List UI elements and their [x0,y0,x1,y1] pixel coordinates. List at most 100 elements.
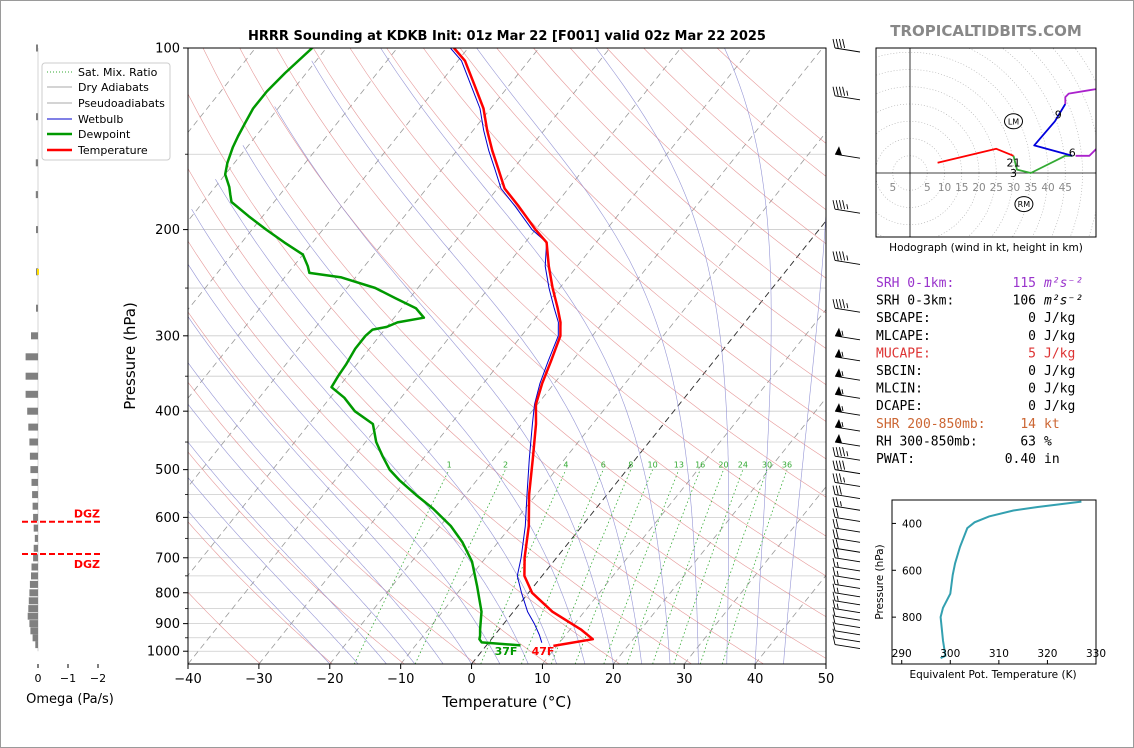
wind-barb-full [832,635,836,645]
wind-barb-full [835,485,839,495]
hodograph-caption: Hodograph (wind in kt, height in km) [889,242,1083,254]
mixing-ratio-label: 6 [601,461,606,470]
omega-bar [28,597,38,605]
wind-barb-half [841,330,844,336]
wind-barb-shaft [834,537,861,543]
dry-adiabat-line [188,591,261,664]
y-tick-label: 500 [155,463,180,478]
x-tick-label: 30 [676,672,693,687]
wind-barb-full [838,460,842,470]
wind-barb-half [841,371,844,377]
wind-barb-full [842,38,846,49]
wind-barb-full [835,497,839,507]
wind-barb-full [842,447,846,457]
dry-adiabat-line [312,48,826,537]
dry-adiabat-line [188,521,333,664]
wind-barb-full [832,508,836,518]
wind-barb-full [832,460,836,470]
mixing-ratio-label: 24 [738,461,748,470]
dry-adiabat-line [459,48,826,386]
wind-barb-full [832,575,836,585]
hodograph-ring-label: 5 [924,182,931,194]
omega-bar [27,612,38,620]
stat-unit: J/kg [1044,399,1075,414]
omega-bar [36,226,38,234]
legend-label-pseudoadiabats: Pseudoadiabats [78,97,165,110]
hodograph-labels: 5 5 10 15 20 25 30 35 40 45 123 6 9 LM RM [889,108,1076,213]
wind-barb-shaft [834,494,861,500]
wind-barb [832,497,861,511]
mixing-ratio-label: 16 [695,461,705,470]
wind-barb-full [832,583,836,593]
stat-value: 14 [1020,417,1036,432]
hodograph-ring-label: 45 [1059,182,1072,194]
omega-bar [35,641,38,649]
omega-bar [29,580,38,588]
wind-barb [832,557,861,572]
hodograph-height-label: 6 [1069,146,1076,159]
dry-adiabat-line [349,48,826,498]
wind-barb-half [841,351,844,357]
wind-barb-shaft [834,95,861,101]
wind-barb-half [836,570,839,576]
mixing-ratio-label: 13 [674,461,684,470]
theta-e-x-tick-label: 300 [940,648,960,660]
mixing-ratio-line [699,469,768,664]
wind-barb-shaft [834,575,861,581]
wind-barb [832,583,861,598]
wind-barb-full [832,38,836,49]
wind-barb-shaft [834,637,861,643]
dgz-label: DGZ [74,508,100,521]
wind-barb-shaft [834,356,861,362]
pseudoadiabat-line [595,48,730,664]
y-tick-label: 100 [155,42,180,57]
pseudoadiabat-line [188,403,416,664]
stat-value: 0.40 [1005,452,1036,467]
omega-bar [25,372,38,380]
wind-barb-full [838,86,842,96]
isotherm-line [188,48,469,399]
omega-bar [28,423,38,431]
mixing-ratio-line [550,469,632,664]
pseudoadiabat-line [783,48,826,664]
wind-barb-full [832,251,836,261]
wind-barb-full [832,86,836,96]
isotherm-line [542,308,826,664]
omega-bar [31,563,38,571]
pseudoadiabat-line [188,315,472,664]
wind-barb-full [842,299,846,309]
mixing-ratio-label: 20 [718,461,728,470]
hodograph-ring-label: 15 [955,182,968,194]
wind-barb-full [832,485,836,495]
wind-barb-full [835,529,839,539]
pseudoadiabat-line [476,48,699,664]
mixing-ratio-label: 30 [762,461,772,470]
wind-barb-shaft [834,644,861,650]
wind-barb-shaft [834,583,861,589]
storm-motion-label: LM [1008,117,1019,126]
wind-barb-pennant [835,419,842,429]
omega-bar [36,304,38,312]
wind-barb [834,368,861,381]
wind-barb-shaft [834,505,861,511]
omega-bar [30,627,38,635]
wind-barb-full [832,447,836,457]
isotherm-line [400,131,826,664]
wind-barb-shaft [834,608,861,614]
omega-bar [35,191,38,199]
stat-value: 0 [1028,329,1036,344]
wind-barb-shaft [834,208,861,214]
pseudoadiabat-line [188,477,359,664]
wind-barb-shaft [834,153,861,159]
wind-barb-pennant [835,146,842,156]
theta-e-clip [939,500,1082,660]
isotherm-line [258,48,753,664]
wind-barb-half [836,561,839,568]
omega-bar [34,534,38,542]
wind-barb-shaft [834,426,861,432]
skew-t-legend: Sat. Mix. Ratio Dry Adiabats Pseudoadiab… [41,62,171,161]
wind-barb [832,86,861,101]
omega-bar [32,634,38,642]
wind-barb-shaft [834,469,861,475]
